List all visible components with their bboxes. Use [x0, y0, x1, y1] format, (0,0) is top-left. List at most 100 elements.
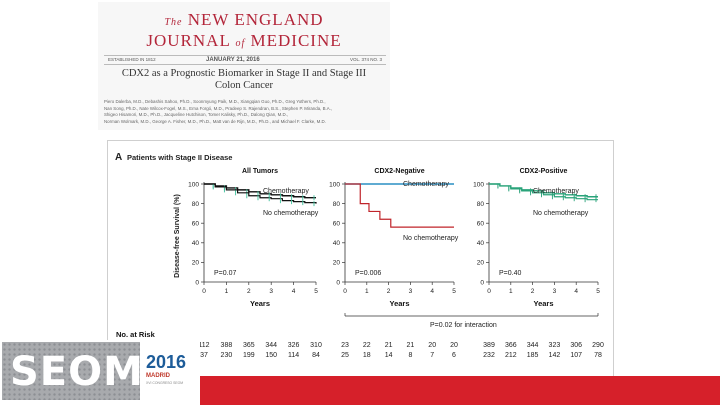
author-line: Norman Wolmark, M.D., George A. Fisher, … [104, 118, 326, 124]
panel-subtitle: CDX2-Positive [520, 168, 568, 175]
survival-chart: A Patients with Stage II Disease Disease-f… [115, 152, 604, 359]
congress-city: MADRID [146, 373, 170, 379]
at-risk-value: 20 [450, 342, 458, 349]
x-tick-label: 1 [509, 288, 513, 295]
y-tick-label: 60 [333, 221, 341, 228]
y-tick-label: 20 [333, 260, 341, 267]
x-tick-label: 5 [314, 288, 318, 295]
x-axis-label: Years [389, 299, 409, 308]
y-tick-label: 80 [192, 201, 200, 208]
at-risk-value: 344 [527, 342, 539, 349]
series-line [204, 183, 316, 199]
series-label: No chemotherapy [533, 210, 589, 217]
x-tick-label: 5 [596, 288, 600, 295]
y-tick-label: 60 [192, 221, 200, 228]
y-tick-label: 40 [333, 240, 341, 247]
panel-title: Patients with Stage II Disease [127, 153, 232, 162]
congress-year: 2016 [146, 352, 187, 372]
journal-name-line2: JOURNAL of MEDICINE [146, 31, 342, 50]
at-risk-value: 388 [221, 342, 233, 349]
y-tick-label: 20 [192, 260, 200, 267]
at-risk-value: 25 [341, 352, 349, 359]
at-risk-value: 8 [408, 352, 412, 359]
series-line [204, 183, 317, 204]
at-risk-value: 290 [592, 342, 604, 349]
at-risk-value: 150 [265, 352, 277, 359]
at-risk-value: 212 [505, 352, 517, 359]
x-tick-label: 3 [269, 288, 273, 295]
article-title: CDX2 as a Prognostic Biomarker in Stage … [121, 68, 367, 91]
panel-subtitle: All Tumors [242, 168, 278, 175]
series-line [345, 183, 454, 228]
x-axis-label: Years [533, 299, 553, 308]
at-risk-value: 18 [363, 352, 371, 359]
at-risk-value: 366 [505, 342, 517, 349]
at-risk-value: 14 [385, 352, 393, 359]
y-tick-label: 0 [336, 279, 340, 286]
at-risk-title: No. at Risk [116, 330, 156, 339]
at-risk-value: 142 [549, 352, 561, 359]
y-tick-label: 100 [329, 181, 340, 188]
x-tick-label: 1 [225, 288, 229, 295]
at-risk-value: 114 [288, 352, 299, 359]
x-tick-label: 0 [487, 288, 491, 295]
author-line: Shigeo Hisamori, M.D., Ph.D., Jacqueline… [104, 112, 289, 118]
at-risk-value: 230 [221, 352, 233, 359]
author-line: Piero Dalerba, M.D., Debashis Sahoo, Ph.… [104, 99, 326, 104]
series-label: Chemotherapy [533, 188, 579, 195]
at-risk-value: 389 [483, 342, 495, 349]
x-axis-label: Years [250, 299, 270, 308]
panel-subtitle: CDX2-Negative [374, 168, 424, 175]
x-tick-label: 4 [430, 288, 434, 295]
at-risk-value: 232 [483, 352, 495, 359]
series-label: No chemotherapy [403, 235, 459, 242]
p-value: P=0.40 [499, 270, 521, 277]
at-risk-value: 21 [407, 342, 415, 349]
at-risk-value: 344 [265, 342, 277, 349]
at-risk-value: 37 [200, 352, 208, 359]
x-tick-label: 2 [531, 288, 535, 295]
x-tick-label: 5 [452, 288, 456, 295]
x-tick-label: 1 [365, 288, 369, 295]
y-tick-label: 40 [192, 240, 200, 247]
x-tick-label: 4 [292, 288, 296, 295]
congress-subtitle: XVI CONGRESO SEOM [146, 381, 184, 385]
journal-name-line1: The NEW ENGLAND [164, 10, 324, 29]
y-tick-label: 60 [477, 221, 485, 228]
at-risk-value: 21 [385, 342, 393, 349]
y-tick-label: 80 [333, 201, 341, 208]
at-risk-value: 310 [310, 342, 322, 349]
interaction-p: P=0.02 for interaction [430, 322, 497, 329]
logo-text: SEOM [10, 349, 140, 395]
at-risk-value: 326 [288, 342, 300, 349]
x-tick-label: 3 [553, 288, 557, 295]
x-tick-label: 4 [574, 288, 578, 295]
volume: VOL. 374 NO. 3 [349, 57, 382, 62]
y-tick-label: 80 [477, 201, 485, 208]
issue-line: ESTABLISHED IN 1812 JANUARY 21, 2016 VOL… [104, 55, 386, 65]
at-risk-value: 112 [198, 342, 209, 349]
figure-panel: A Patients with Stage II Disease Disease-f… [107, 140, 614, 379]
x-tick-label: 3 [409, 288, 413, 295]
at-risk-value: 107 [570, 352, 582, 359]
series-line [489, 183, 598, 201]
series-label: Chemotherapy [263, 188, 309, 195]
at-risk-value: 199 [243, 352, 255, 359]
y-tick-label: 0 [480, 279, 484, 286]
at-risk-value: 306 [570, 342, 582, 349]
article-header: The NEW ENGLAND JOURNAL of MEDICINE ESTA… [98, 2, 390, 130]
y-tick-label: 0 [195, 279, 199, 286]
x-tick-label: 2 [387, 288, 391, 295]
at-risk-value: 22 [363, 342, 371, 349]
p-value: P=0.07 [214, 270, 236, 277]
panel-letter: A [115, 152, 122, 163]
author-line: Nan Song, Ph.D., Nate Wilcox-Fogel, M.S.… [104, 105, 333, 111]
at-risk-value: 78 [594, 352, 602, 359]
author-list: Piero Dalerba, M.D., Debashis Sahoo, Ph.… [104, 99, 388, 125]
at-risk-value: 7 [430, 352, 434, 359]
issue-date: JANUARY 21, 2016 [206, 57, 260, 63]
y-tick-label: 100 [473, 181, 484, 188]
x-tick-label: 2 [247, 288, 251, 295]
y-tick-label: 100 [188, 181, 199, 188]
y-axis-label: Disease-free Survival (%) [174, 194, 181, 278]
